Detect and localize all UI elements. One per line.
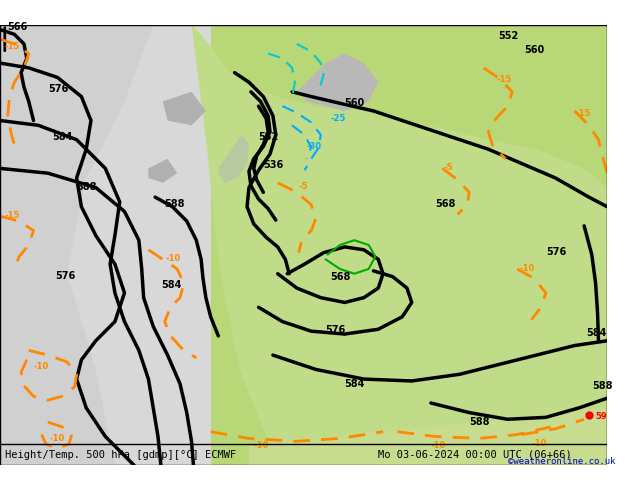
Polygon shape [163,92,206,125]
Text: Height/Temp. 500 hPa [gdmp][°C] ECMWF: Height/Temp. 500 hPa [gdmp][°C] ECMWF [5,450,236,460]
Text: -30: -30 [306,142,321,151]
Text: -10: -10 [520,264,535,273]
Text: 536: 536 [263,160,283,171]
Text: 588: 588 [77,182,97,193]
Text: -15: -15 [496,75,512,84]
Text: -15: -15 [5,211,20,220]
Text: 568: 568 [436,199,456,209]
Polygon shape [0,25,153,465]
Polygon shape [218,135,249,183]
Text: 576: 576 [56,270,76,280]
Text: 576: 576 [546,246,566,257]
Text: ©weatheronline.co.uk: ©weatheronline.co.uk [507,457,615,466]
Text: -10: -10 [531,439,547,448]
Text: -10: -10 [34,363,49,371]
Text: 588: 588 [469,417,489,427]
FancyBboxPatch shape [0,25,607,465]
Text: 552: 552 [498,31,518,41]
Text: 584: 584 [586,328,606,338]
Polygon shape [210,25,607,465]
Text: 576: 576 [48,84,68,94]
Polygon shape [0,25,210,465]
Text: 584: 584 [161,280,181,290]
Text: 568: 568 [330,272,351,282]
Text: 560: 560 [524,46,544,55]
Text: 59: 59 [595,412,607,421]
Text: -15: -15 [5,42,20,50]
Polygon shape [191,25,607,465]
Text: -10: -10 [254,441,269,450]
Polygon shape [297,53,378,111]
Text: 588: 588 [592,381,612,391]
Text: Mo 03-06-2024 00:00 UTC (06+66): Mo 03-06-2024 00:00 UTC (06+66) [378,450,572,460]
Text: -10: -10 [165,254,181,263]
Text: 576: 576 [326,325,346,335]
Polygon shape [249,408,607,465]
Text: -10: -10 [50,434,65,443]
Text: 588: 588 [165,199,185,209]
Text: 566: 566 [8,22,28,31]
Text: 584: 584 [53,132,73,142]
Text: -5: -5 [443,163,453,172]
Text: 560: 560 [345,98,365,108]
Text: -5: -5 [299,182,308,192]
Text: 584: 584 [345,379,365,389]
Text: -15: -15 [576,109,591,118]
Text: -10: -10 [431,441,446,450]
Polygon shape [148,159,177,183]
Text: -25: -25 [330,114,346,122]
Text: 552: 552 [259,132,279,142]
